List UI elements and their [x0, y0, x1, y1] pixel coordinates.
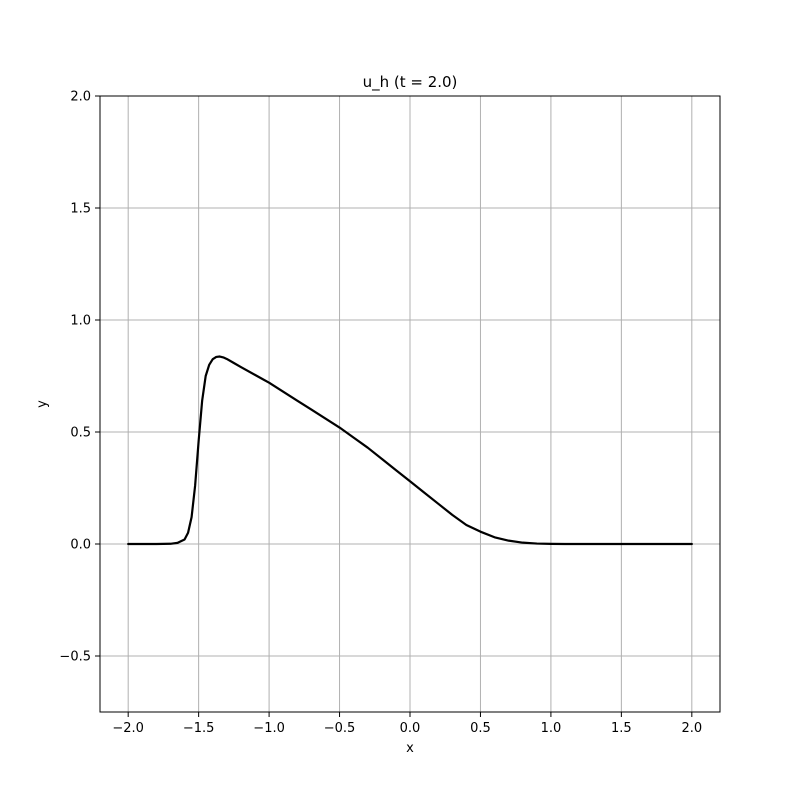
series-line: [127, 355, 693, 546]
x-tick-label: 0.5: [470, 721, 491, 736]
y-tick-label: 1.5: [70, 202, 91, 217]
x-axis-label: x: [406, 741, 414, 756]
ticks: −2.0 −1.5 −1.0 −0.5 0.0 0.5 1.0 1.5 2.0 −0.5 0.0 0.…: [59, 90, 702, 737]
x-tick-label: −0.5: [324, 721, 356, 736]
y-axis-label: y: [35, 400, 50, 408]
x-tick-label: 1.5: [611, 721, 632, 736]
y-tick-label: 1.0: [70, 314, 91, 329]
x-tick-label: −2.0: [112, 721, 144, 736]
y-tick-label: 0.0: [70, 538, 91, 553]
y-tick-label: −0.5: [59, 650, 91, 665]
x-tick-label: 1.0: [541, 721, 562, 736]
y-tick-label: 2.0: [70, 90, 91, 105]
x-tick-label: 2.0: [681, 721, 702, 736]
y-tick-label: 0.5: [70, 426, 91, 441]
series-layer: [127, 355, 693, 546]
x-tick-label: −1.5: [183, 721, 215, 736]
chart-title: u_h (t = 2.0): [363, 73, 458, 92]
x-tick-label: −1.0: [253, 721, 285, 736]
grid: [100, 95, 720, 712]
x-tick-label: 0.0: [400, 721, 421, 736]
